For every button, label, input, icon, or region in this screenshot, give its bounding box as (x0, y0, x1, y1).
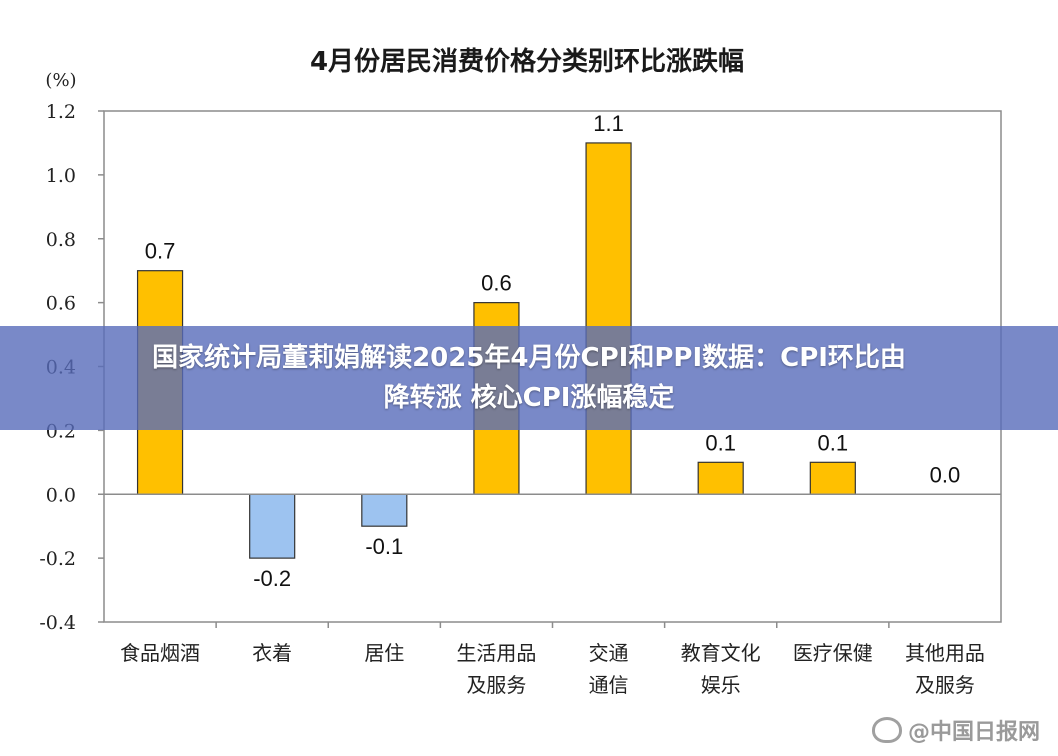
y-tick-label: 1.2 (46, 101, 76, 123)
y-tick-label: -0.4 (39, 612, 76, 634)
data-label: 0.1 (705, 430, 736, 455)
data-label: -0.1 (365, 534, 403, 559)
x-tick-label: 交通 (589, 641, 629, 665)
y-tick-label: 0.0 (46, 484, 76, 506)
y-tick-label: 1.0 (46, 165, 76, 187)
bar (585, 142, 632, 495)
data-label: -0.2 (253, 566, 291, 591)
data-label: 0.7 (145, 239, 176, 264)
bar (249, 493, 296, 559)
y-unit-label: (%) (45, 70, 76, 91)
weibo-icon (871, 717, 902, 743)
chart-title: 4月份居民消费价格分类别环比涨跌幅 (310, 46, 744, 77)
bar (809, 461, 856, 495)
headline-text: 国家统计局董莉娟解读2025年4月份CPI和PPI数据：CPI环比由 降转涨 核… (152, 338, 906, 418)
x-tick-label: 生活用品 (456, 641, 536, 665)
headline-banner: 国家统计局董莉娟解读2025年4月份CPI和PPI数据：CPI环比由 降转涨 核… (0, 326, 1058, 430)
data-label: 1.1 (593, 111, 624, 136)
bar (697, 461, 744, 495)
headline-line-2: 降转涨 核心CPI涨幅稳定 (383, 383, 675, 413)
x-tick-label: 食品烟酒 (120, 641, 200, 665)
x-tick-label: 通信 (589, 673, 629, 697)
y-tick-label: 0.8 (46, 229, 76, 251)
y-tick-label: 0.6 (46, 293, 76, 315)
headline-line-1: 国家统计局董莉娟解读2025年4月份CPI和PPI数据：CPI环比由 (152, 343, 906, 373)
data-label: 0.1 (818, 430, 849, 455)
bar (361, 493, 408, 527)
x-tick-label: 及服务 (466, 673, 526, 697)
data-label: 0.6 (481, 271, 512, 296)
x-tick-label: 其他用品 (905, 641, 985, 665)
data-labels: 0.7 -0.2 -0.1 0.6 1.1 0.1 0.1 0.0 (145, 111, 960, 591)
x-tick-label: 及服务 (915, 673, 975, 697)
x-tick-label: 医疗保健 (793, 641, 873, 665)
watermark-text: @中国日报网 (907, 720, 1040, 745)
y-tick-label: -0.2 (39, 548, 76, 570)
x-tick-label: 娱乐 (701, 673, 741, 697)
x-tick-label: 衣着 (252, 641, 292, 665)
watermark: @中国日报网 (871, 714, 1040, 746)
x-tick-label: 教育文化 (681, 641, 761, 665)
x-tick-label: 居住 (364, 641, 404, 665)
data-label: 0.0 (930, 462, 961, 487)
